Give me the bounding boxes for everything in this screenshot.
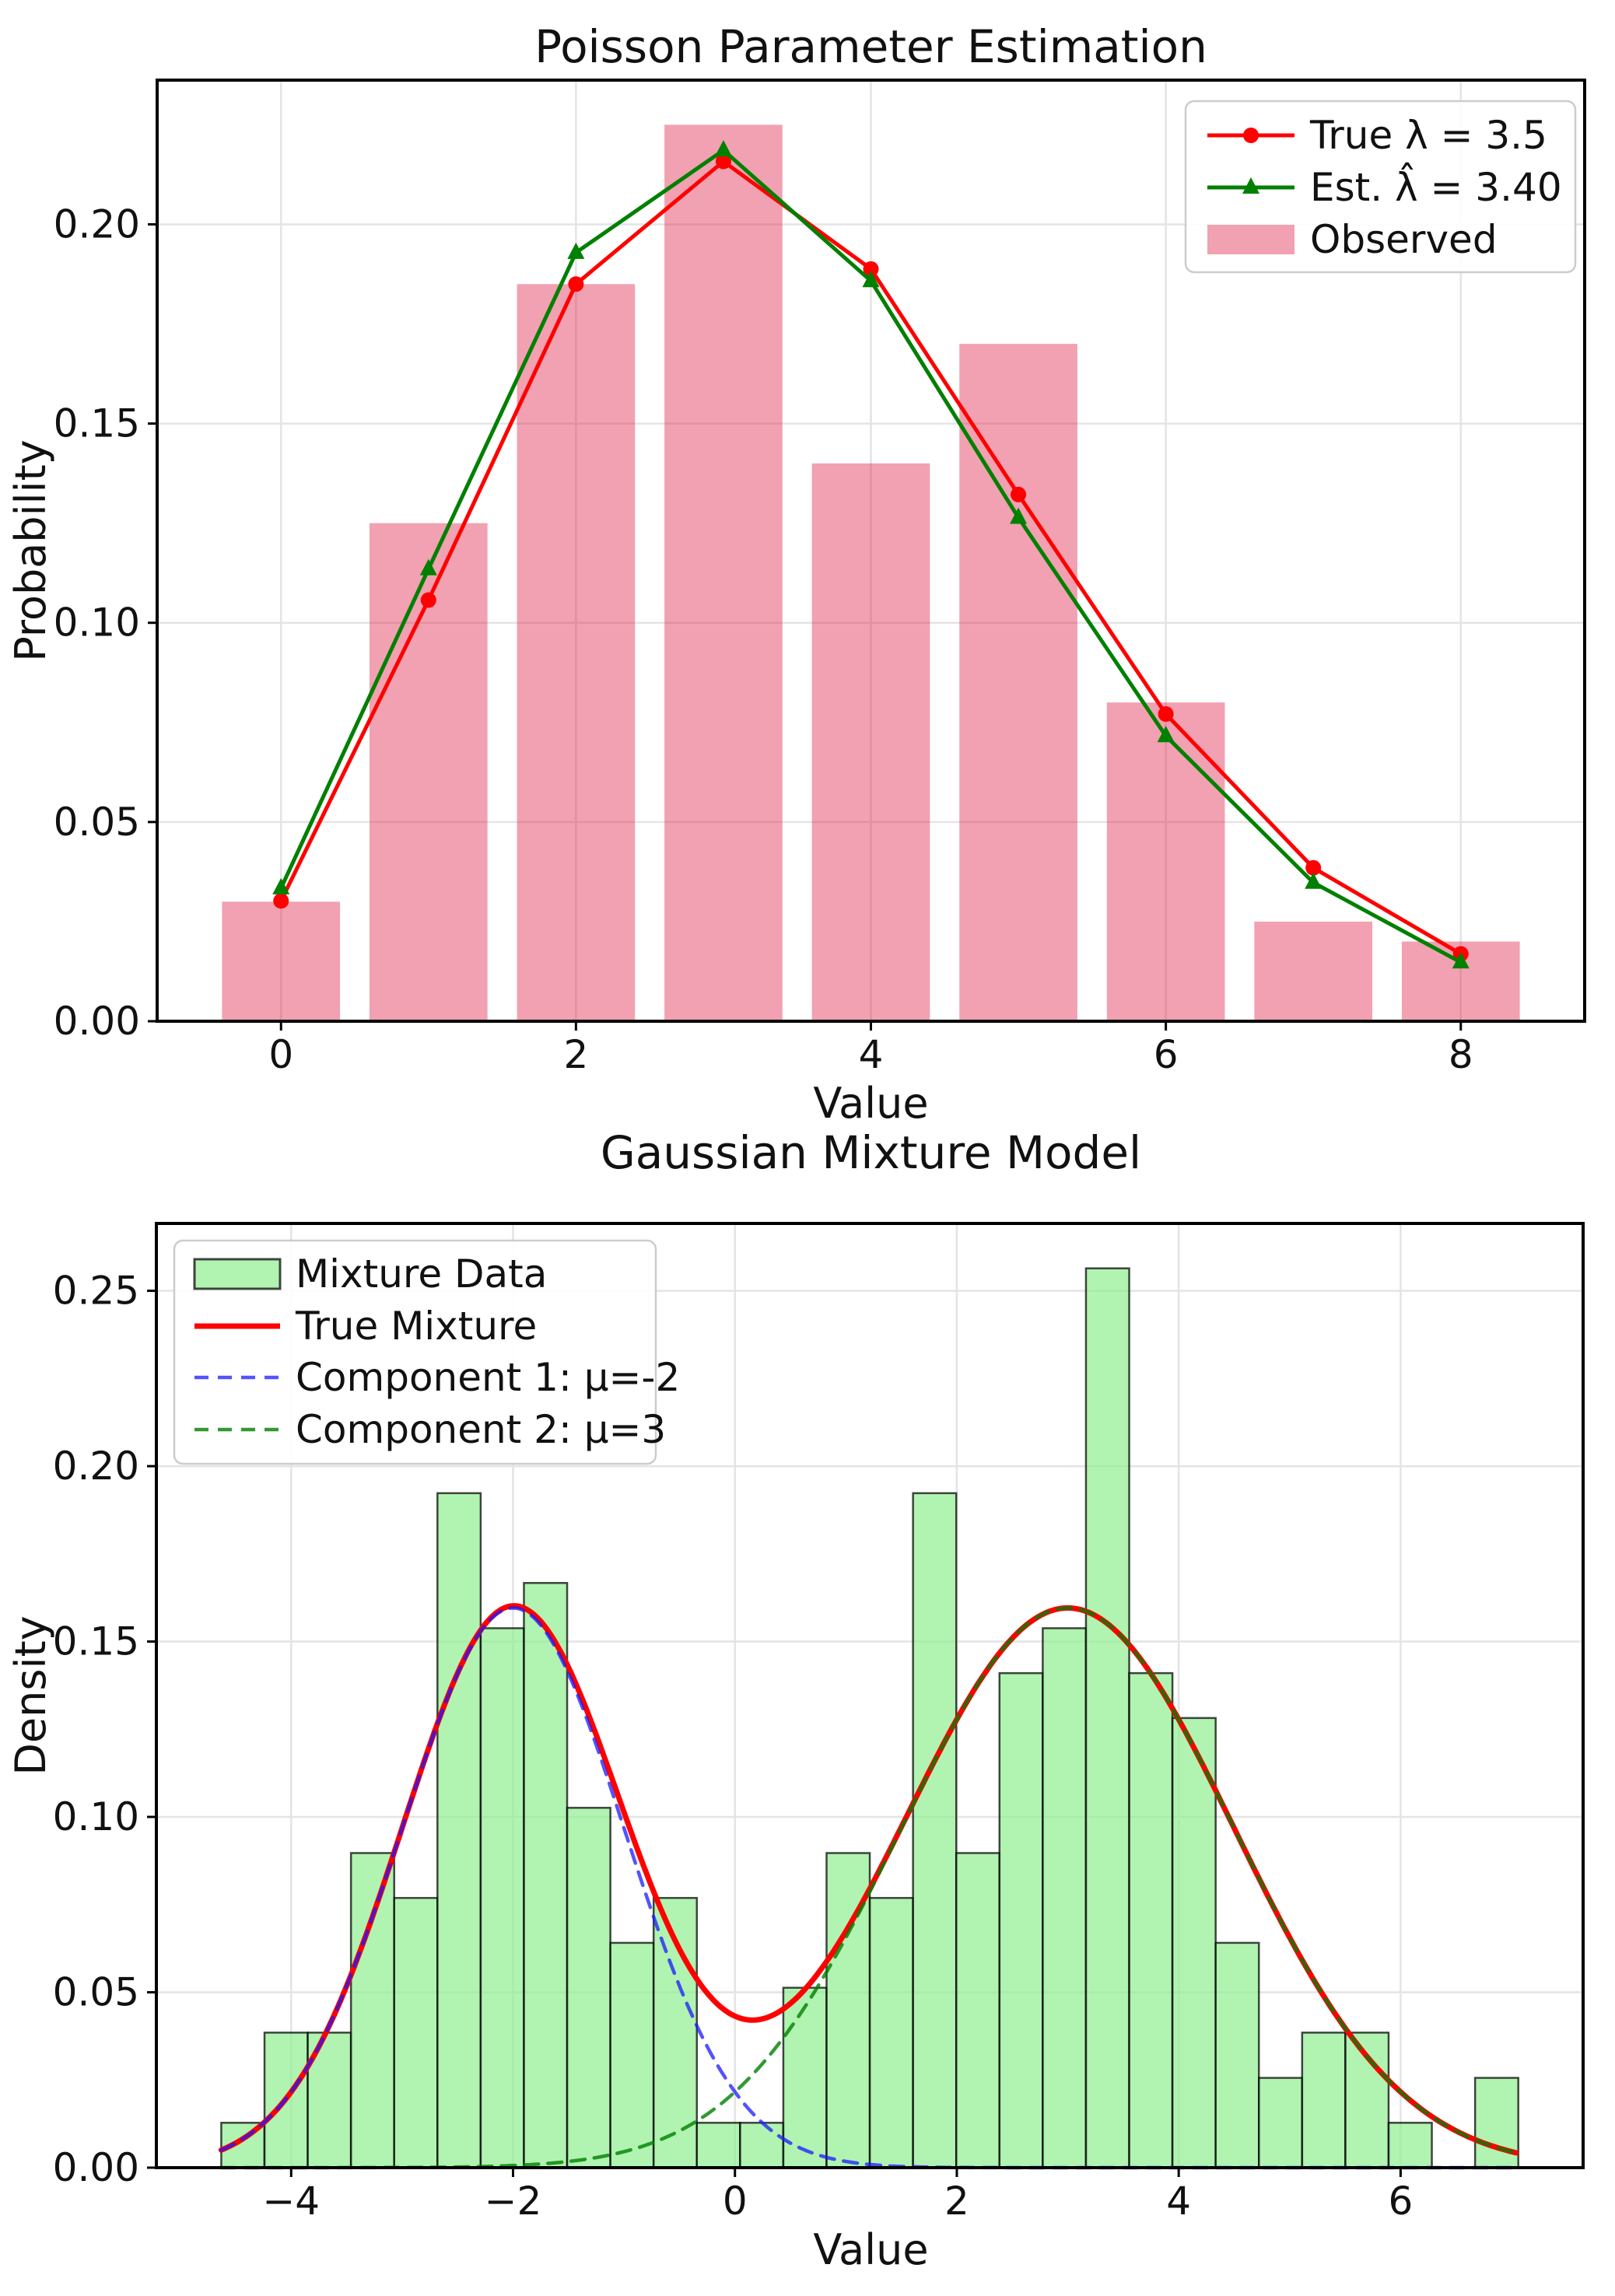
circle-marker [1243, 128, 1259, 143]
observed-bar [1106, 702, 1225, 1021]
legend-label: True λ = 3.5 [1309, 113, 1547, 158]
observed-bar [1254, 921, 1373, 1021]
gmm-chart-title: Gaussian Mixture Model [600, 1126, 1142, 1179]
histogram-bar [912, 1492, 958, 2169]
x-tick-label: 2 [563, 1032, 588, 1077]
histogram-bar [1387, 2122, 1433, 2169]
histogram-bar [566, 1807, 611, 2169]
legend-label: Observed [1310, 217, 1498, 262]
histogram-bar [1258, 2077, 1304, 2169]
triangle-marker [272, 877, 290, 894]
y-tick-label: 0.05 [54, 800, 140, 845]
gmm-axes: −4 −2 0 2 4 6 0.00 0.05 0.10 0.15 0.20 0.25 [53, 1222, 1585, 2224]
histogram-bar [868, 1896, 914, 2169]
y-tick-label: 0.20 [54, 201, 140, 247]
legend-patch-handle [193, 1258, 282, 1290]
y-tick-label: 0.20 [53, 1444, 139, 1489]
x-tick-label: 4 [859, 1032, 884, 1077]
poisson-legend: True λ = 3.5 Est. λ̂ = 3.40 Observed [1184, 100, 1577, 274]
y-tick-label: 0.15 [54, 401, 140, 446]
circle-marker [420, 592, 436, 608]
x-tick-label: 8 [1449, 1032, 1473, 1077]
histogram-bar [998, 1671, 1044, 2169]
legend-label: True Mixture [295, 1304, 537, 1349]
triangle-marker [1010, 507, 1028, 524]
circle-marker [1158, 706, 1174, 723]
x-tick-label: 0 [268, 1032, 293, 1077]
legend-label: Mixture Data [296, 1251, 547, 1297]
poisson-chart-title: Poisson Parameter Estimation [534, 20, 1207, 73]
circle-marker [1011, 486, 1027, 502]
legend-patch-handle [1207, 225, 1294, 254]
observed-bar [517, 284, 636, 1021]
histogram-bar [436, 1492, 482, 2169]
legend-label: Component 2: μ=3 [296, 1407, 666, 1452]
x-tick-label: 2 [944, 2179, 969, 2224]
x-tick-label: 6 [1154, 1032, 1179, 1077]
poisson-xaxis-label: Value [813, 1079, 929, 1128]
x-tick-label: 0 [723, 2179, 748, 2224]
histogram-bar [393, 1896, 439, 2169]
triangle-marker [714, 140, 732, 157]
circle-marker [715, 153, 731, 170]
histogram-bar [609, 1941, 655, 2169]
gmm-yaxis-label: Density [6, 1615, 55, 1776]
histogram-bar [739, 2122, 785, 2169]
x-tick-label: 6 [1388, 2179, 1413, 2224]
triangle-marker [1305, 872, 1322, 889]
y-tick-label: 0.00 [53, 2145, 139, 2190]
histogram-bar [349, 1852, 395, 2169]
legend-label: Est. λ̂ = 3.40 [1310, 163, 1562, 210]
circle-marker [568, 276, 584, 292]
y-tick-label: 0.10 [54, 600, 140, 646]
histogram-bar [1171, 1717, 1217, 2169]
estimated-lambda-line [272, 140, 1470, 969]
y-tick-label: 0.15 [53, 1619, 139, 1664]
triangle-marker [419, 558, 437, 576]
circle-marker [863, 261, 879, 277]
observed-bar [222, 901, 341, 1021]
triangle-marker [1452, 952, 1470, 969]
histogram-bar [479, 1627, 525, 2169]
circle-marker [273, 893, 289, 909]
histogram-bar [782, 1986, 828, 2169]
histogram-bar [1301, 2032, 1347, 2169]
triangle-marker [1157, 726, 1175, 743]
legend-label: Component 1: μ=-2 [296, 1355, 680, 1400]
histogram-bar [955, 1852, 1001, 2169]
histogram-bar [1042, 1627, 1088, 2169]
histogram-bar [1084, 1267, 1130, 2169]
true-lambda-line [273, 153, 1469, 962]
triangle-marker [862, 271, 880, 288]
y-tick-label: 0.00 [54, 999, 140, 1044]
histogram-bar [523, 1581, 569, 2169]
y-tick-label: 0.05 [53, 1970, 139, 2015]
y-tick-label: 0.10 [53, 1794, 139, 1839]
histogram-bar [695, 2122, 741, 2169]
histogram-bar [1214, 1941, 1260, 2169]
observed-bars [222, 124, 1520, 1021]
triangle-marker [567, 242, 585, 259]
histogram-bar [1128, 1671, 1174, 2169]
y-tick-label: 0.25 [53, 1269, 139, 1314]
x-tick-label: 4 [1166, 2179, 1191, 2224]
x-tick-label: −4 [262, 2179, 320, 2224]
observed-bar [664, 124, 783, 1021]
observed-bar [959, 344, 1077, 1021]
gmm-legend: Mixture Data True Mixture Component 1: μ=-… [173, 1239, 680, 1465]
poisson-axes: 0 2 4 6 8 0.00 0.05 0.10 0.15 0.20 [54, 79, 1586, 1077]
triangle-marker [1242, 177, 1259, 194]
circle-marker [1305, 859, 1322, 876]
gmm-xaxis-label: Value [813, 2225, 929, 2274]
x-tick-label: −2 [485, 2179, 542, 2224]
poisson-yaxis-label: Probability [6, 439, 55, 662]
observed-bar [811, 463, 930, 1021]
mixture-histogram-bars [220, 1267, 1519, 2169]
